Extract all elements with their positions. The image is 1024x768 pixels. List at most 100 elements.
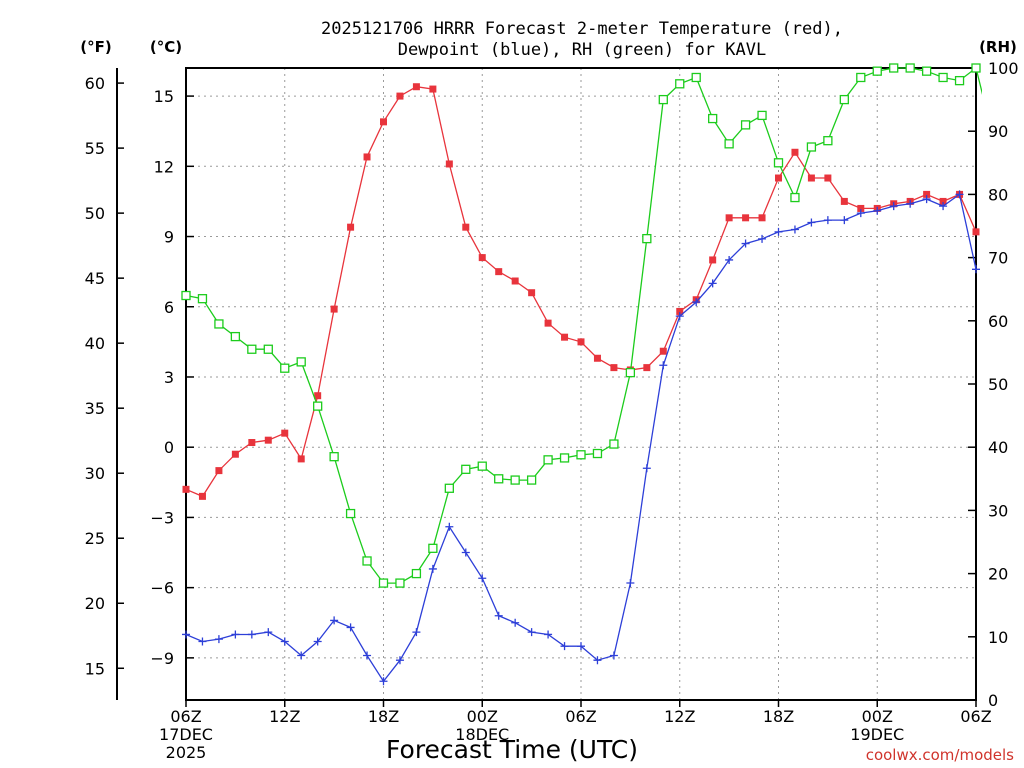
rh-point bbox=[313, 401, 323, 411]
fahrenheit-tick-label: 20 bbox=[85, 594, 105, 613]
temperature-point bbox=[264, 436, 272, 444]
dewpoint-point bbox=[264, 628, 273, 637]
dewpoint-point bbox=[807, 218, 816, 227]
x-tick-label: 12Z bbox=[269, 707, 300, 726]
rh-point bbox=[839, 94, 849, 105]
temperature-point bbox=[577, 338, 585, 346]
rh-point bbox=[724, 139, 734, 149]
dewpoint-point bbox=[906, 199, 915, 208]
rh-point bbox=[378, 578, 389, 588]
rh-point bbox=[461, 464, 471, 474]
x-tick-label: 18Z bbox=[368, 707, 399, 726]
dewpoint-point bbox=[527, 628, 536, 637]
dewpoint-point bbox=[642, 464, 651, 473]
temperature-point bbox=[528, 289, 536, 297]
celsius-tick-label: −3 bbox=[150, 508, 174, 527]
rh-point bbox=[773, 158, 784, 168]
x-tick-label: 00Z bbox=[467, 707, 498, 726]
temperature-point bbox=[544, 319, 552, 327]
dewpoint-point bbox=[494, 611, 503, 620]
rh-point bbox=[954, 75, 965, 86]
rh-tick-label: 80 bbox=[988, 185, 1008, 204]
rh-line bbox=[185, 66, 982, 584]
temperature-point bbox=[725, 214, 733, 222]
temperature-point bbox=[347, 223, 355, 231]
dewpoint-point bbox=[412, 628, 421, 637]
dewpoint-point bbox=[659, 361, 668, 370]
dewpoint-point bbox=[609, 651, 618, 660]
dewpoint-point bbox=[758, 234, 767, 243]
dewpoint-point bbox=[445, 522, 454, 531]
rh-point bbox=[444, 483, 454, 493]
fahrenheit-tick-label: 25 bbox=[85, 529, 105, 548]
rh-point bbox=[905, 63, 915, 73]
dewpoint-point bbox=[675, 312, 684, 321]
temperature-point bbox=[593, 354, 601, 362]
rh-tick-label: 0 bbox=[988, 691, 998, 710]
temperature-point bbox=[462, 223, 470, 231]
temperature-point bbox=[478, 254, 486, 262]
dewpoint-point bbox=[708, 279, 717, 288]
series-dewpoint bbox=[182, 190, 980, 686]
unit-label-rh: (RH) bbox=[979, 38, 1017, 56]
dewpoint-point bbox=[955, 190, 964, 199]
rh-tick-label: 90 bbox=[988, 122, 1008, 141]
x-tick-label: 17DEC bbox=[159, 725, 213, 744]
dewpoint-point bbox=[626, 578, 635, 587]
dewpoint-point bbox=[922, 195, 931, 204]
temperature-point bbox=[380, 118, 387, 126]
dewpoint-point bbox=[939, 202, 948, 211]
dewpoint-point bbox=[330, 616, 339, 625]
dewpoint-point bbox=[840, 216, 849, 225]
rh-point bbox=[329, 452, 339, 462]
rh-point bbox=[477, 461, 487, 471]
grid-lines bbox=[185, 68, 977, 700]
temperature-point bbox=[610, 364, 618, 372]
rh-point bbox=[921, 66, 932, 76]
rh-point bbox=[526, 475, 537, 485]
rh-point bbox=[625, 367, 636, 378]
rh-point bbox=[823, 136, 833, 146]
temperature-point bbox=[231, 450, 239, 458]
temperature-point bbox=[363, 153, 371, 161]
series-layer bbox=[181, 63, 982, 686]
chart-title-line1: 2025121706 HRRR Forecast 2-meter Tempera… bbox=[321, 19, 843, 39]
temperature-point bbox=[297, 455, 305, 463]
rh-tick-label: 60 bbox=[988, 312, 1008, 331]
fahrenheit-tick-label: 50 bbox=[85, 204, 105, 223]
rh-point bbox=[658, 94, 668, 105]
dewpoint-point bbox=[313, 637, 322, 646]
celsius-tick-label: 12 bbox=[154, 157, 174, 176]
rh-point bbox=[214, 319, 224, 329]
temperature-point bbox=[659, 347, 667, 355]
x-axis-label: Forecast Time (UTC) bbox=[386, 735, 638, 764]
dewpoint-point bbox=[725, 255, 734, 264]
celsius-tick-label: 6 bbox=[164, 298, 174, 317]
rh-point bbox=[592, 448, 603, 459]
rh-point bbox=[790, 192, 800, 203]
unit-label-celsius: (°C) bbox=[150, 38, 182, 56]
temperature-point bbox=[824, 174, 832, 182]
temperature-point bbox=[923, 190, 931, 198]
dewpoint-point bbox=[478, 574, 487, 583]
rh-point bbox=[872, 66, 882, 76]
temperature-point bbox=[758, 214, 766, 222]
fahrenheit-tick-label: 60 bbox=[85, 74, 105, 93]
x-tick-label: 2025 bbox=[166, 743, 207, 762]
temperature-point bbox=[429, 85, 437, 93]
x-tick-label: 06Z bbox=[565, 707, 596, 726]
rh-point bbox=[609, 439, 619, 449]
rh-point bbox=[197, 294, 208, 304]
temperature-point bbox=[857, 204, 865, 212]
celsius-tick-label: −9 bbox=[150, 649, 174, 668]
celsius-tick-label: −6 bbox=[150, 579, 174, 598]
rh-tick-label: 70 bbox=[988, 249, 1008, 268]
rh-tick-label: 20 bbox=[988, 565, 1008, 584]
rh-tick-label: 10 bbox=[988, 628, 1008, 647]
series-rh bbox=[181, 63, 982, 588]
celsius-tick-label: 0 bbox=[164, 438, 174, 457]
temperature-point bbox=[807, 174, 815, 182]
x-tick-label: 19DEC bbox=[850, 725, 904, 744]
dewpoint-point bbox=[856, 209, 865, 218]
